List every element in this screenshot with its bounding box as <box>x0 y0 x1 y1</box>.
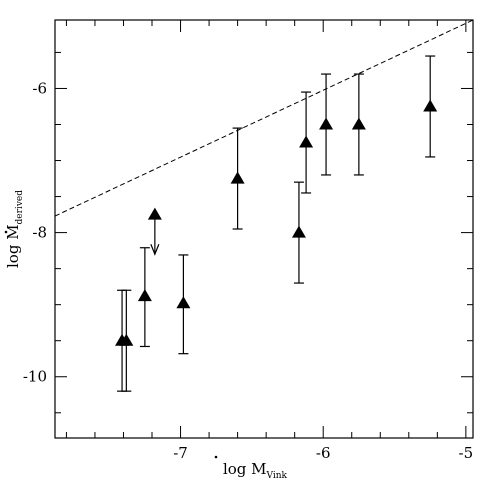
triangle-marker <box>299 135 314 148</box>
triangle-marker <box>319 117 334 130</box>
upper-limit-arrowhead <box>150 244 160 256</box>
data-point <box>319 73 334 176</box>
x-axis-title-subscript: Vink <box>266 471 288 481</box>
y-tick-label: -8 <box>32 224 47 242</box>
triangle-marker <box>147 207 162 220</box>
triangle-marker <box>137 289 152 302</box>
x-tick-label: -7 <box>173 444 188 462</box>
y-axis-title: log Mderived <box>4 190 25 268</box>
y-axis-title-subscript: derived <box>15 190 25 225</box>
data-point <box>119 289 134 392</box>
reference-line-group <box>54 19 474 217</box>
data-point <box>351 73 366 176</box>
data-point <box>423 55 438 158</box>
y-title-dot <box>4 230 8 234</box>
triangle-marker <box>230 171 245 184</box>
axis-ticks <box>55 20 473 438</box>
x-axis-title-base: log M <box>223 460 267 478</box>
x-tick-label: -5 <box>459 444 474 462</box>
tick-labels: -7 -6 -5 -10 -8 -6 <box>23 79 473 462</box>
triangle-marker <box>176 296 191 309</box>
y-tick-label: -10 <box>23 368 47 386</box>
y-tick-label: -6 <box>32 79 47 97</box>
accent-dots <box>4 230 218 459</box>
triangle-marker <box>119 333 134 346</box>
y-axis-title-base: log M <box>4 224 22 268</box>
reference-line <box>54 19 474 217</box>
x-axis-title: log MVink <box>223 460 288 481</box>
data-points <box>115 55 438 392</box>
triangle-marker <box>423 99 438 112</box>
triangle-marker <box>291 225 306 238</box>
data-point <box>230 127 245 230</box>
data-point <box>176 254 191 355</box>
triangle-marker <box>351 117 366 130</box>
x-title-dot <box>214 455 218 459</box>
data-point <box>147 207 162 256</box>
x-tick-label: -6 <box>316 444 331 462</box>
data-point <box>291 181 306 284</box>
data-point <box>137 247 152 348</box>
plot-frame <box>54 19 474 439</box>
data-point <box>299 91 314 194</box>
